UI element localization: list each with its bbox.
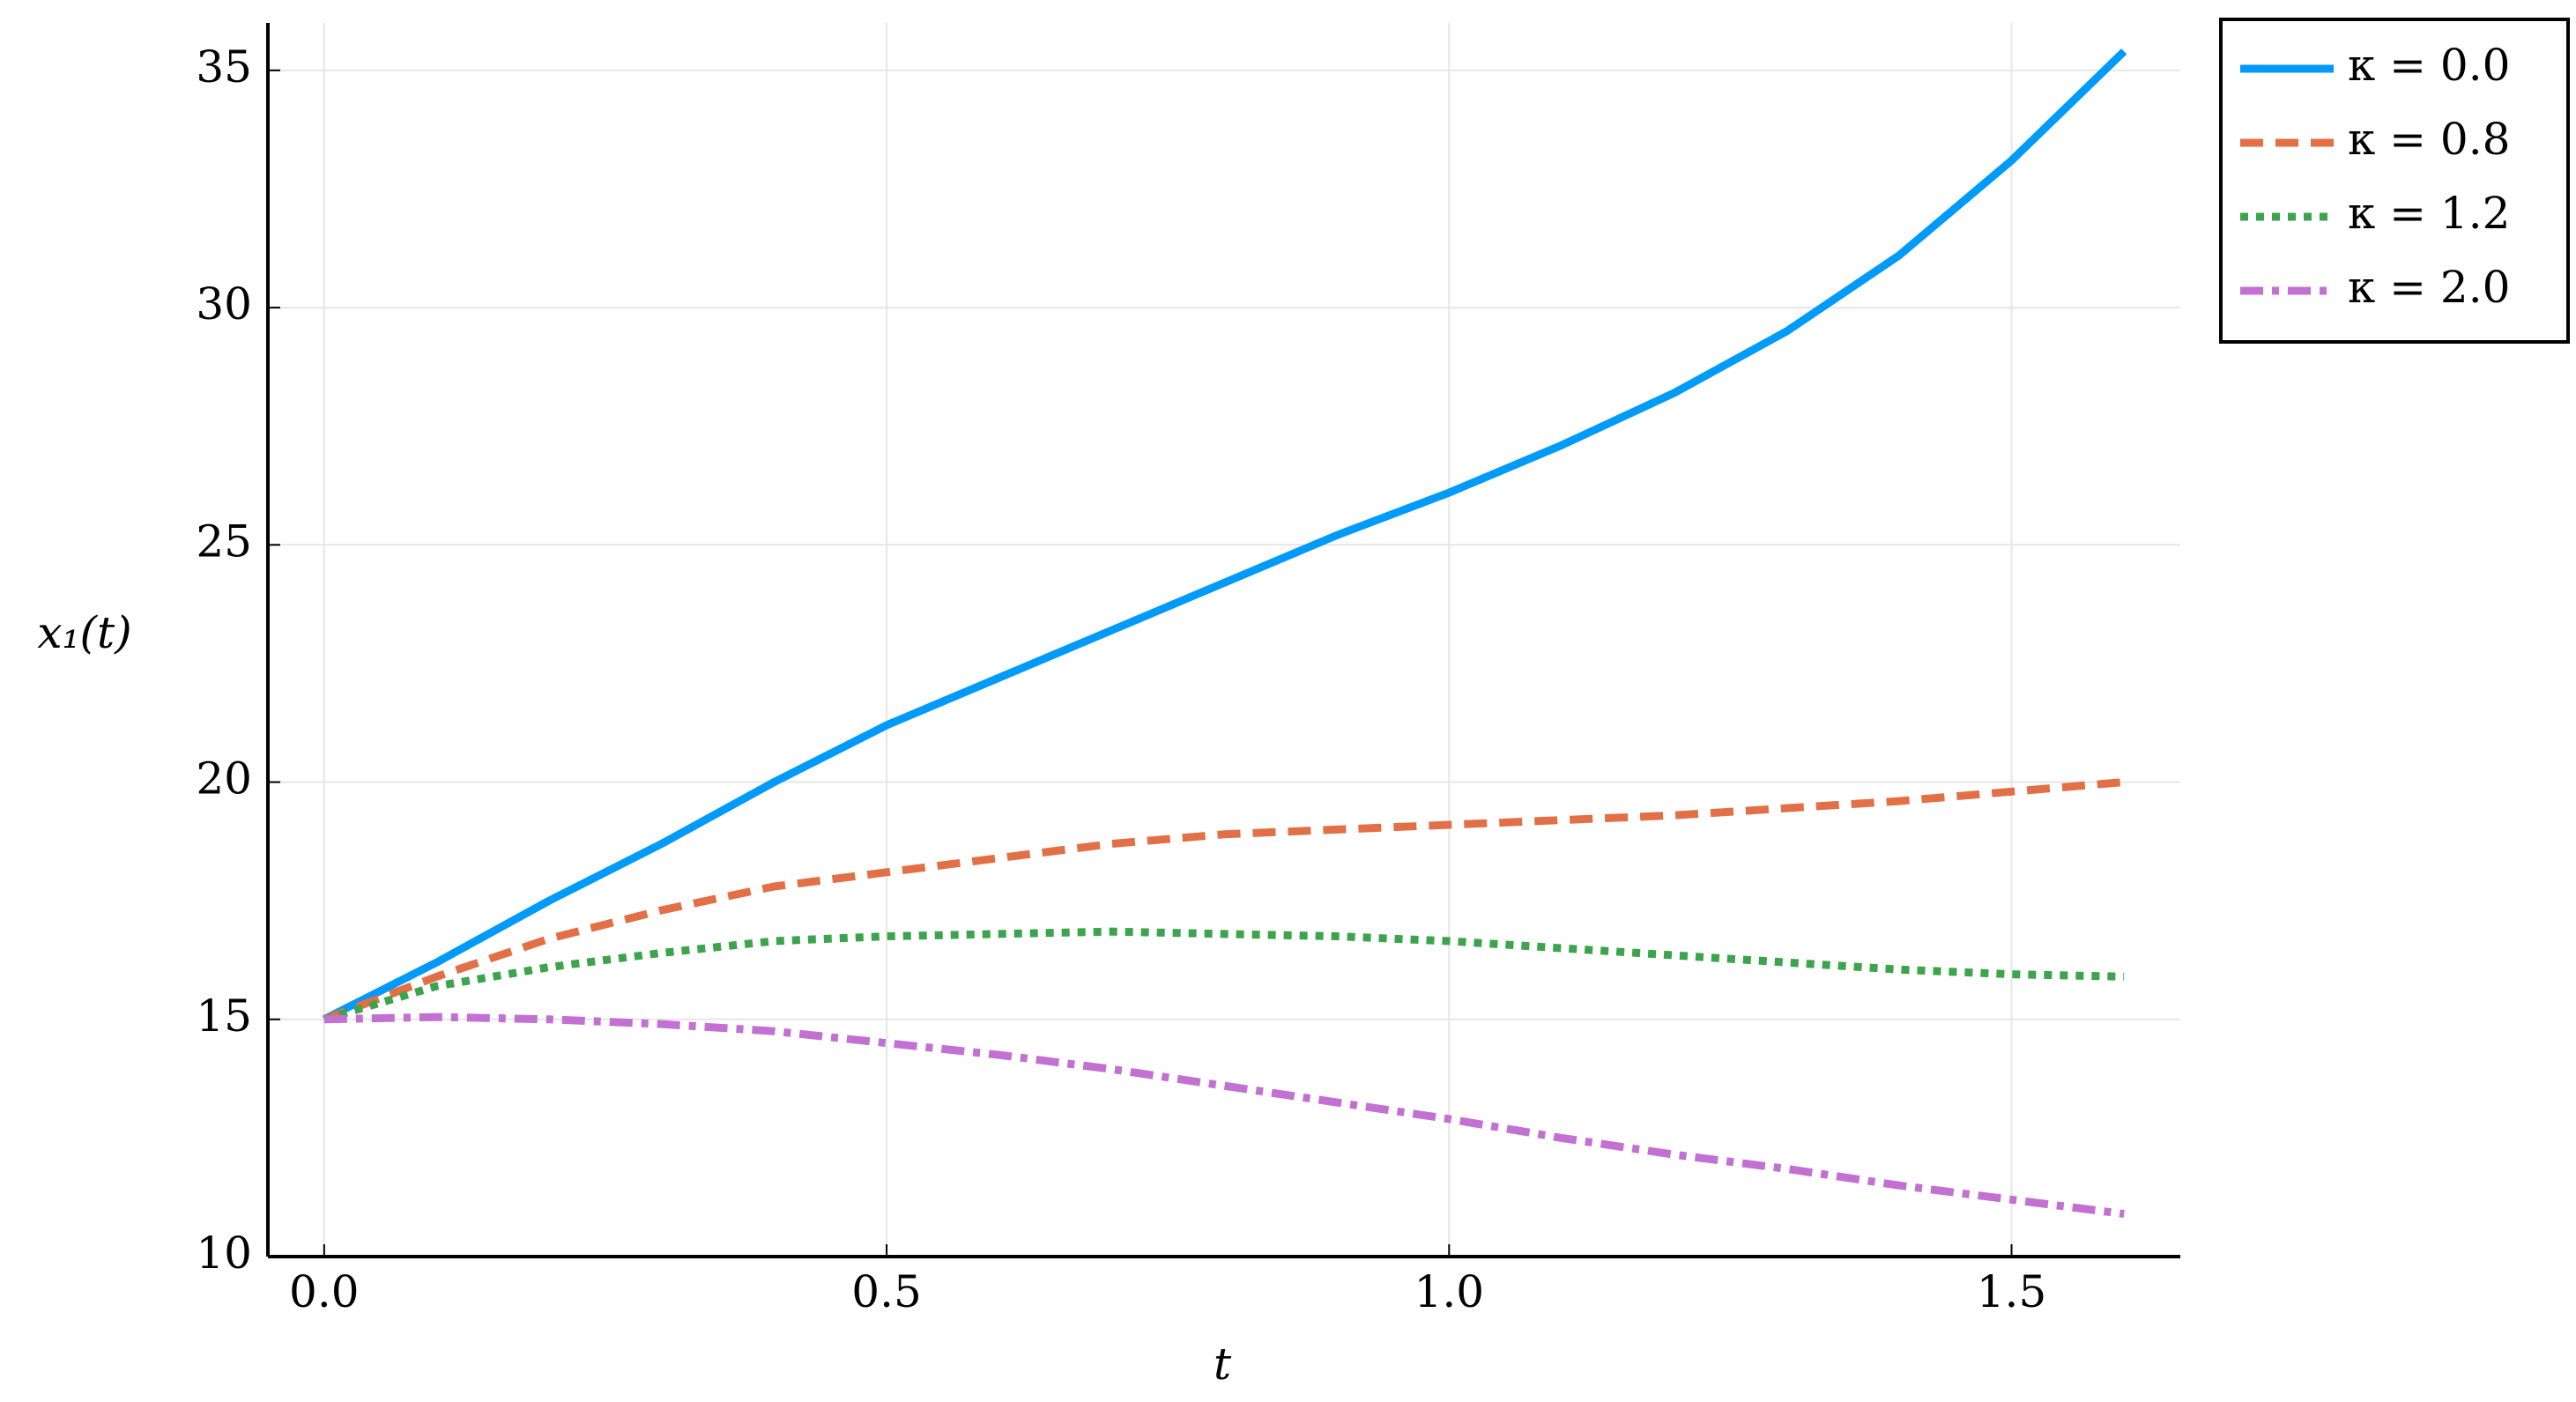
x-tick-label: 0.0: [289, 1266, 360, 1317]
line-series: [322, 48, 2127, 1023]
legend-label: κ = 0.8: [2348, 114, 2510, 165]
line-series: [323, 927, 2125, 1024]
legend-label: κ = 0.0: [2348, 40, 2510, 91]
line-series: [323, 778, 2125, 1023]
legend-label: κ = 1.2: [2348, 188, 2510, 239]
y-tick-label: 10: [196, 1228, 252, 1279]
y-tick-label: 25: [196, 516, 252, 567]
y-axis-label: x₁(t): [37, 607, 131, 658]
x-tick-label: 1.5: [1977, 1266, 2047, 1317]
x-axis-label: t: [1214, 1339, 1232, 1390]
y-tick-label: 15: [196, 990, 252, 1042]
line-series: [323, 1013, 2125, 1219]
x-tick-label: 1.0: [1414, 1266, 1485, 1317]
legend-label: κ = 2.0: [2348, 262, 2510, 313]
x-tick-label: 0.5: [851, 1266, 922, 1317]
y-tick-label: 30: [196, 278, 252, 330]
y-tick-label: 20: [196, 753, 252, 805]
y-tick-label: 35: [196, 41, 252, 93]
